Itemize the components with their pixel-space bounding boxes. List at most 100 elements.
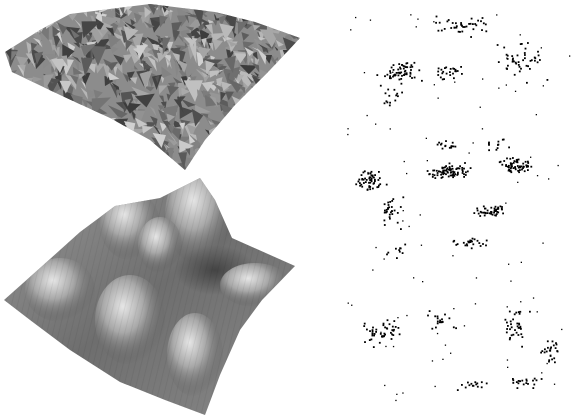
surface-facet	[106, 155, 113, 169]
stipple-dot	[368, 181, 370, 184]
surface-facet	[253, 38, 263, 49]
surface-facet	[252, 109, 259, 114]
surface-facet	[89, 45, 107, 67]
surface-facet	[248, 10, 254, 18]
stipple-dot	[516, 387, 519, 389]
stipple-dot	[546, 79, 549, 81]
surface-facet	[42, 92, 54, 104]
surface-facet	[227, 117, 234, 124]
stipple-dot	[382, 324, 385, 327]
stipple-dot	[428, 173, 431, 175]
surface-facet	[62, 133, 73, 147]
surface-facet	[71, 55, 82, 64]
stipple-dot	[467, 381, 469, 384]
stipple-dot	[501, 206, 503, 208]
surface-facet	[244, 46, 254, 57]
surface-facet	[257, 36, 266, 41]
surface-facet	[125, 39, 133, 51]
stipple-dot	[480, 386, 483, 389]
stipple-dot	[516, 322, 519, 325]
surface-facet	[155, 75, 160, 84]
surface-facet	[162, 37, 171, 56]
stipple-dot	[397, 327, 400, 329]
stipple-dot	[445, 169, 448, 172]
stipple-dot	[397, 95, 399, 98]
surface-facet	[65, 167, 71, 170]
surface-facet	[38, 149, 48, 160]
stipple-dot	[514, 329, 516, 331]
stipple-dot	[432, 169, 435, 172]
stipple-dot	[445, 66, 448, 69]
stipple-dot	[557, 164, 559, 167]
stipple-dot	[496, 44, 499, 46]
surface-facet	[152, 152, 162, 165]
surface-facet	[150, 19, 162, 33]
surface-facet	[200, 157, 214, 170]
stipple-dot	[438, 170, 440, 173]
stipple-dot	[453, 77, 455, 80]
surface-facet	[5, 4, 14, 9]
stipple-dot	[488, 212, 491, 215]
surface-facet	[32, 37, 43, 48]
surface-facet	[128, 162, 146, 170]
surface-facet	[196, 47, 210, 59]
stipple-dot	[505, 202, 507, 204]
surface-facet	[125, 159, 133, 166]
stipple-dot	[402, 210, 404, 212]
stipple-dot	[440, 143, 442, 146]
surface-facet	[22, 132, 31, 141]
surface-facet	[109, 128, 115, 138]
mesh-line	[121, 178, 183, 415]
surface-facet	[289, 152, 294, 162]
surface-facet	[275, 39, 284, 47]
surface-facet	[16, 157, 24, 170]
stipple-dot	[398, 333, 401, 336]
stipple-dot	[392, 74, 395, 77]
stipple-dot	[467, 241, 470, 243]
stipple-dot	[447, 19, 450, 21]
stipple-dot	[525, 164, 528, 167]
surface-facet	[270, 16, 276, 25]
stipple-dot	[521, 379, 524, 382]
surface-facet	[81, 156, 88, 166]
surface-facet	[246, 51, 254, 66]
stipple-dot	[368, 177, 371, 180]
stipple-dot	[515, 311, 518, 314]
surface-facet	[281, 130, 292, 143]
stipple-dot	[357, 180, 360, 183]
stipple-dot	[438, 141, 440, 144]
stipple-dot	[442, 358, 444, 360]
surface-facet	[29, 107, 36, 121]
stipple-dot	[524, 160, 527, 163]
stipple-dot	[384, 326, 386, 329]
surface-facet	[186, 55, 191, 61]
stipple-dot	[520, 301, 522, 303]
stipple-dot	[396, 212, 399, 214]
surface-facet	[9, 87, 22, 102]
surface-facet	[265, 111, 278, 123]
stipple-dot	[490, 206, 493, 209]
stipple-dot	[456, 70, 459, 72]
stipple-dot	[398, 63, 401, 65]
mesh-line	[133, 178, 195, 415]
surface-facet	[193, 161, 202, 170]
stipple-dot	[556, 350, 559, 353]
stipple-dot	[501, 138, 504, 141]
stipple-dot	[378, 177, 381, 179]
surface-facet	[166, 113, 176, 122]
stipple-dot	[551, 340, 554, 343]
stipple-dot	[491, 213, 494, 216]
stipple-dot	[350, 29, 352, 31]
surface-facet	[299, 159, 300, 170]
surface-facet	[82, 164, 91, 170]
surface-facet	[281, 118, 293, 125]
surface-facet	[73, 18, 82, 29]
stipple-dot	[526, 164, 529, 167]
stipple-dot	[406, 172, 408, 175]
surface-facet	[5, 141, 8, 154]
stipple-dot	[385, 100, 388, 103]
surface-facet	[59, 75, 69, 84]
stipple-dot	[378, 171, 380, 173]
stipple-dot	[362, 178, 365, 181]
surface-facet	[29, 22, 37, 29]
